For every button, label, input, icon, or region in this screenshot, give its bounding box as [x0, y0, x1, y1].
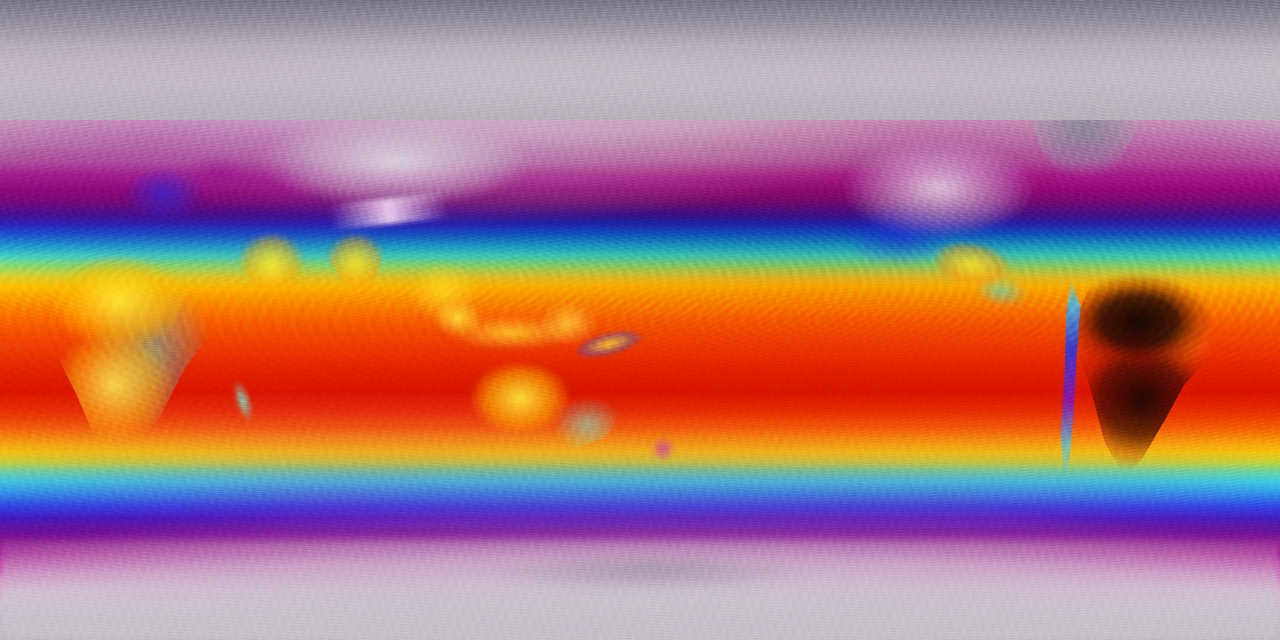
region-new-zealand: [639, 425, 687, 473]
region-siberia-central-asia: [230, 96, 560, 216]
region-madagascar: [223, 370, 263, 432]
region-sahara-arabia: [231, 227, 321, 302]
region-australia: [459, 354, 631, 458]
region-sub-saharan-africa: [42, 240, 232, 456]
region-india: [318, 226, 390, 315]
region-antarctica-interior: [440, 546, 860, 596]
region-amazon-basin-south-america: [1070, 270, 1225, 478]
